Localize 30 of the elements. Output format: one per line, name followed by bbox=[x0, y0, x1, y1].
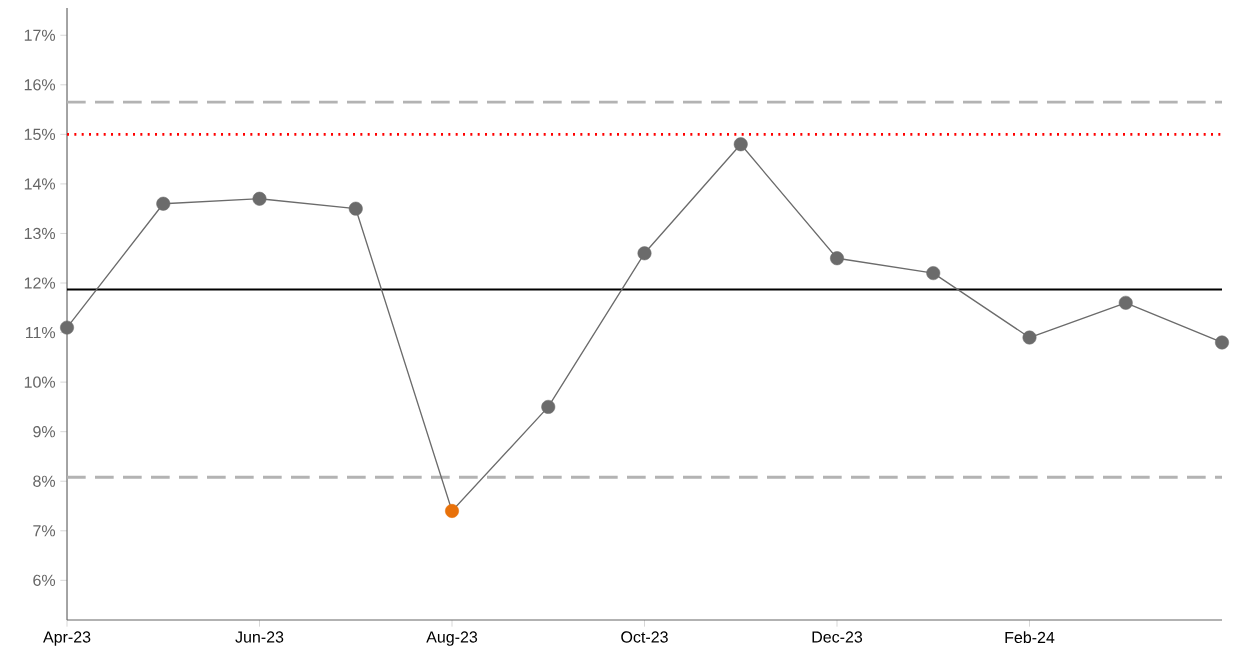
y-tick-label: 6% bbox=[33, 574, 56, 586]
y-tick-label: 12% bbox=[24, 277, 56, 289]
point bbox=[541, 399, 556, 414]
x-tick-label: Dec-23 bbox=[812, 631, 863, 643]
x-tick-label: Apr-23 bbox=[43, 631, 91, 646]
y-tick-label: 17% bbox=[24, 29, 56, 41]
x-tick-label: Oct-23 bbox=[621, 631, 668, 643]
point bbox=[926, 266, 941, 280]
y-tick-label: 13% bbox=[24, 227, 56, 239]
y-tick-label: 7% bbox=[33, 525, 56, 537]
y-tick-label: 10% bbox=[24, 376, 56, 388]
point bbox=[60, 320, 74, 335]
y-tick-label: 15% bbox=[24, 128, 56, 140]
point bbox=[733, 137, 748, 152]
point bbox=[156, 196, 171, 211]
point bbox=[637, 246, 652, 261]
y-tick-label: 14% bbox=[24, 178, 56, 190]
y-tick-label: 8% bbox=[33, 475, 56, 487]
point bbox=[1118, 295, 1133, 310]
point bbox=[445, 503, 459, 518]
point bbox=[252, 191, 267, 206]
y-tick-label: 11% bbox=[26, 326, 56, 339]
y-tick-label: 16% bbox=[24, 79, 56, 91]
x-tick-label: Jun-23 bbox=[235, 631, 284, 643]
y-tick-label: 9% bbox=[33, 425, 56, 438]
point bbox=[1022, 330, 1037, 345]
point bbox=[348, 201, 363, 216]
x-tick-label: Feb-24 bbox=[1005, 631, 1055, 643]
point bbox=[830, 251, 844, 266]
x-tick-label: Aug-23 bbox=[426, 631, 478, 646]
